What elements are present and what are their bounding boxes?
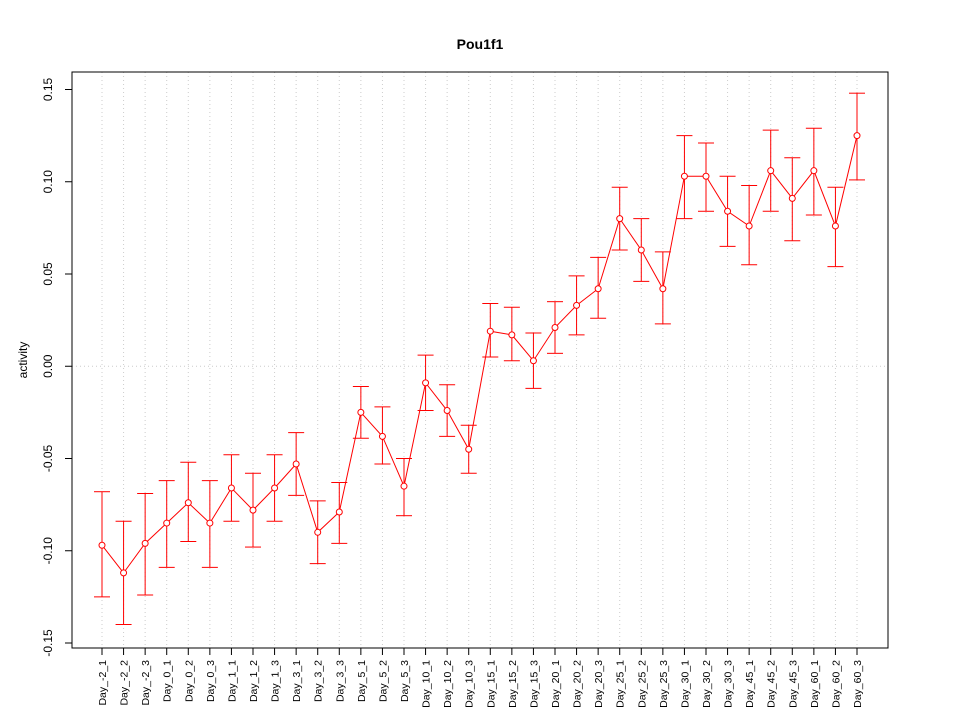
- x-tick-label: Day_45_2: [766, 660, 778, 708]
- x-tick-label: Day_30_1: [679, 660, 691, 708]
- y-tick-label: 0.00: [41, 354, 55, 378]
- x-tick-label: Day_10_1: [421, 660, 433, 708]
- data-point: [594, 285, 602, 293]
- y-tick-label: -0.15: [41, 629, 55, 657]
- data-point: [616, 215, 624, 223]
- x-tick-label: Day_30_2: [701, 660, 713, 708]
- data-point: [98, 541, 106, 549]
- x-tick-label: Day_-2_2: [119, 660, 131, 706]
- data-point: [659, 285, 667, 293]
- y-tick-label: -0.10: [41, 537, 55, 565]
- data-point: [314, 528, 322, 536]
- x-tick-label: Day_1_3: [270, 660, 282, 702]
- data-point: [227, 484, 235, 492]
- x-tick-label: Day_3_2: [313, 660, 325, 702]
- data-point: [465, 445, 473, 453]
- axis-layer: -0.15 -0.10 -0.05 0.00 0.05 0.10 0.15 Day_-2_1 D…: [41, 77, 864, 707]
- x-tick-label: Day_0_3: [205, 660, 217, 702]
- data-point: [702, 172, 710, 180]
- x-tick-label: Day_60_3: [852, 660, 864, 708]
- x-tick-label: Day_5_3: [399, 660, 411, 702]
- x-tick-label: Day_15_1: [485, 660, 497, 708]
- data-point: [400, 482, 408, 490]
- x-tick-label: Day_1_2: [248, 660, 260, 702]
- x-tick-label: Day_0_1: [162, 660, 174, 702]
- data-point: [767, 167, 775, 175]
- data-point: [292, 460, 300, 468]
- x-tick-label: Day_25_2: [636, 660, 648, 708]
- y-tick-label: 0.05: [41, 262, 55, 286]
- x-tick-label: Day_15_3: [528, 660, 540, 708]
- data-point: [443, 407, 451, 415]
- data-point: [788, 194, 796, 202]
- data-point: [529, 357, 537, 365]
- x-tick-label: Day_45_3: [787, 660, 799, 708]
- x-tick-label: Day_-2_3: [140, 660, 152, 706]
- data-point: [271, 484, 279, 492]
- x-tick-label: Day_60_1: [809, 660, 821, 708]
- x-tick-label: Day_10_2: [442, 660, 454, 708]
- x-tick-label: Day_25_1: [615, 660, 627, 708]
- data-point: [637, 246, 645, 254]
- x-tick-label: Day_5_1: [356, 660, 368, 702]
- data-point: [163, 519, 171, 527]
- data-point: [206, 519, 214, 527]
- data-point: [508, 331, 516, 339]
- x-tick-label: Day_30_3: [723, 660, 735, 708]
- data-point: [724, 207, 732, 215]
- chart-title: Pou1f1: [457, 36, 504, 52]
- data-point: [335, 508, 343, 516]
- data-point: [184, 499, 192, 507]
- x-tick-label: Day_45_1: [744, 660, 756, 708]
- x-tick-label: Day_10_3: [464, 660, 476, 708]
- data-point: [422, 379, 430, 387]
- series-layer: [94, 92, 865, 626]
- data-point: [486, 327, 494, 335]
- data-point: [680, 172, 688, 180]
- data-point: [831, 222, 839, 230]
- series-line: [101, 135, 858, 574]
- data-point: [573, 301, 581, 309]
- x-tick-label: Day_5_2: [377, 660, 389, 702]
- grid-layer: [72, 72, 888, 648]
- data-point: [249, 506, 257, 514]
- data-point: [745, 222, 753, 230]
- x-tick-label: Day_-2_1: [97, 660, 109, 706]
- data-point: [551, 324, 559, 332]
- x-tick-label: Day_15_2: [507, 660, 519, 708]
- data-point: [378, 432, 386, 440]
- y-tick-label: 0.15: [41, 77, 55, 101]
- data-point: [120, 569, 128, 577]
- y-tick-label: -0.05: [41, 445, 55, 473]
- x-tick-label: Day_1_1: [226, 660, 238, 702]
- x-tick-label: Day_0_2: [183, 660, 195, 702]
- y-tick-label: 0.10: [41, 170, 55, 194]
- x-tick-label: Day_3_3: [334, 660, 346, 702]
- data-point: [357, 408, 365, 416]
- x-tick-label: Day_20_2: [572, 660, 584, 708]
- x-tick-label: Day_60_2: [830, 660, 842, 708]
- x-tick-label: Day_20_1: [550, 660, 562, 708]
- plot-frame: [71, 71, 889, 649]
- x-tick-label: Day_25_3: [658, 660, 670, 708]
- data-point: [810, 167, 818, 175]
- y-axis-label: activity: [16, 342, 30, 379]
- data-point: [853, 132, 861, 140]
- x-tick-label: Day_3_1: [291, 660, 303, 702]
- x-tick-label: Day_20_3: [593, 660, 605, 708]
- data-point: [141, 539, 149, 547]
